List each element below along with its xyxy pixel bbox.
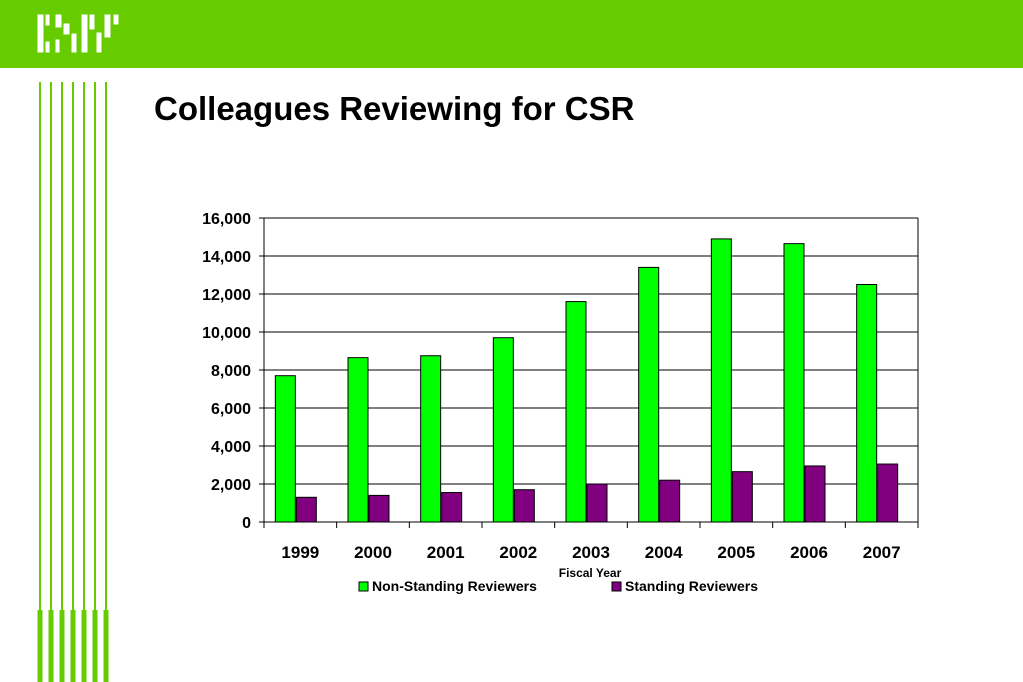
header-bar <box>0 0 1023 68</box>
bar-standing-2003 <box>586 483 608 523</box>
x-tick-label: 2000 <box>354 543 392 562</box>
bar-non-standing-2005 <box>710 238 732 523</box>
legend-label-standing: Standing Reviewers <box>625 578 758 594</box>
x-tick-label: 2005 <box>717 543 755 562</box>
axes <box>259 217 919 528</box>
x-tick-label: 2007 <box>863 543 901 562</box>
y-tick-label: 4,000 <box>211 439 251 456</box>
y-tick-label: 2,000 <box>211 477 251 494</box>
bar-standing-2005 <box>731 471 753 523</box>
x-tick-label: 1999 <box>281 543 319 562</box>
x-axis-label: Fiscal Year <box>559 566 622 580</box>
bar-non-standing-2007 <box>856 284 878 523</box>
x-tick-label: 2006 <box>790 543 828 562</box>
bar-non-standing-2000 <box>347 357 369 523</box>
bar-standing-2006 <box>804 465 826 523</box>
y-tick-label: 8,000 <box>211 363 251 380</box>
y-tick-label: 6,000 <box>211 401 251 418</box>
bar-standing-2000 <box>368 494 390 523</box>
x-tick-label: 2002 <box>499 543 537 562</box>
y-tick-label: 16,000 <box>202 211 251 228</box>
bar-non-standing-2004 <box>638 266 660 523</box>
bar-standing-2001 <box>441 492 463 523</box>
slide-title: Colleagues Reviewing for CSR <box>154 90 635 127</box>
x-tick-label: 2003 <box>572 543 610 562</box>
bar-non-standing-2003 <box>565 301 587 523</box>
x-tick-label: 2001 <box>427 543 465 562</box>
bar-standing-2004 <box>659 479 681 523</box>
legend-swatch-standing <box>611 581 622 592</box>
bar-non-standing-2001 <box>420 355 442 523</box>
bars <box>274 238 899 523</box>
bar-non-standing-1999 <box>274 375 296 523</box>
decorative-vertical-lines <box>37 82 109 682</box>
tick-labels: 0 2,000 4,000 6,000 8,000 10,000 12,000 14,000 1… <box>202 211 901 562</box>
legend-label-non-standing: Non-Standing Reviewers <box>372 578 537 594</box>
y-tick-label: 0 <box>242 515 251 532</box>
bar-non-standing-2002 <box>492 337 514 523</box>
legend-swatch-non-standing <box>358 581 369 592</box>
legend: Non-Standing Reviewers Standing Reviewers <box>358 578 758 594</box>
y-tick-label: 12,000 <box>202 287 251 304</box>
bar-standing-2002 <box>513 489 535 523</box>
bar-non-standing-2006 <box>783 243 805 523</box>
csr-logo <box>37 14 119 53</box>
x-tick-label: 2004 <box>645 543 683 562</box>
bar-standing-2007 <box>877 463 899 523</box>
bar-standing-1999 <box>295 496 317 523</box>
y-tick-label: 10,000 <box>202 325 251 342</box>
y-tick-label: 14,000 <box>202 249 251 266</box>
